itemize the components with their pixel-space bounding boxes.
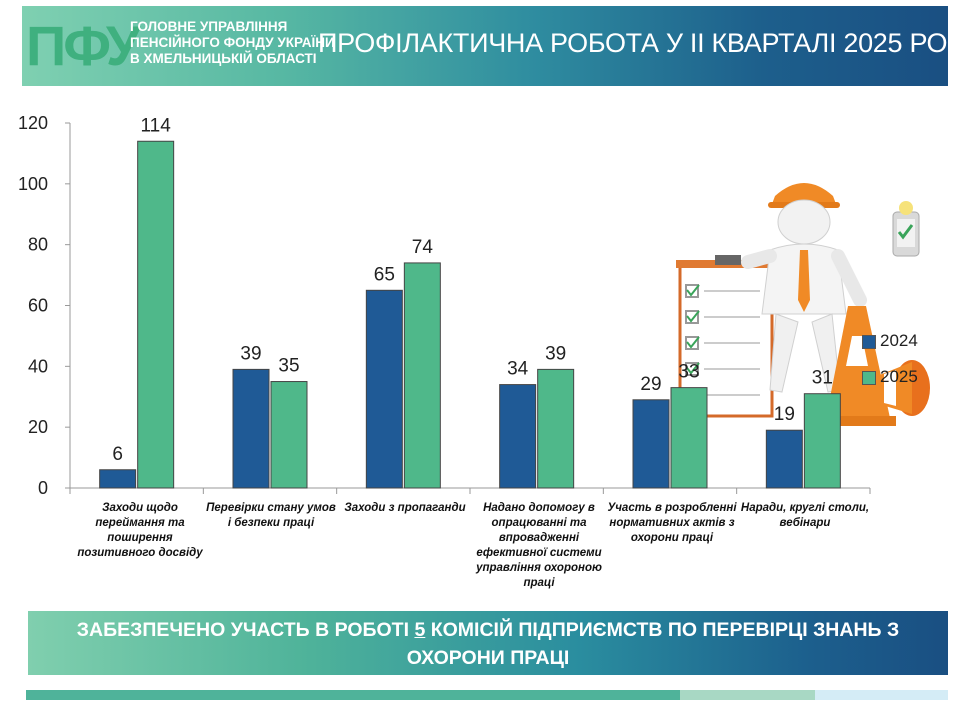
bar-2024-0 (99, 469, 137, 489)
bar-2025-1 (270, 381, 308, 489)
x-tick-label-0: Заходи щодо переймання та поширення пози… (77, 502, 203, 559)
data-label-2025-0: 114 (141, 115, 172, 136)
y-tick-label-5: 100 (18, 174, 48, 194)
data-label-2025-3: 39 (545, 343, 566, 364)
legend-swatch-2025 (862, 370, 876, 385)
x-tick-label-2: Заходи з пропаганди (344, 502, 466, 514)
y-tick-label-4: 80 (28, 235, 48, 255)
y-tick-label-1: 20 (28, 417, 48, 437)
bar-2024-2 (365, 289, 403, 489)
bar-2025-0 (137, 140, 175, 489)
pfu-logo: ПФУ (26, 14, 141, 77)
organization-name: ГОЛОВНЕ УПРАВЛІННЯ ПЕНСІЙНОГО ФОНДУ УКРА… (130, 19, 335, 67)
bar-2024-1 (232, 368, 270, 489)
x-tick-label-3: Надано допомогу в опрацюванні та впровад… (476, 502, 602, 589)
bar-2025-3 (537, 368, 575, 489)
bar-2025-4 (670, 387, 708, 489)
page-title: ПРОФІЛАКТИЧНА РОБОТА У ІІ КВАРТАЛІ 2025 … (318, 28, 960, 58)
data-label-2024-2: 65 (374, 264, 395, 285)
data-label-2024-5: 19 (774, 404, 795, 425)
bar-2025-5 (803, 393, 841, 489)
phone-icon (892, 201, 920, 257)
y-tick-label-0: 0 (38, 478, 48, 498)
legend-swatch-2024 (862, 334, 876, 349)
data-label-2024-4: 29 (640, 374, 661, 395)
x-tick-label-4: Участь в розробленні нормативних актів з… (607, 502, 737, 544)
footer-bar-light-green (680, 690, 815, 700)
banner-line-1: ЗАБЕЗПЕЧЕНО УЧАСТЬ В РОБОТІ 5 КОМІСІЙ ПІ… (28, 616, 948, 644)
banner-number: 5 (414, 619, 426, 641)
legend-item-2024: 2024 (862, 331, 918, 351)
y-tick-label-2: 40 (28, 356, 48, 376)
data-label-2024-0: 6 (112, 444, 123, 465)
banner-line-2: ОХОРОНИ ПРАЦІ (406, 647, 570, 669)
org-line-2: ПЕНСІЙНОГО ФОНДУ УКРАЇНИ (130, 35, 335, 50)
data-label-2024-1: 39 (240, 343, 261, 364)
banner-line-1-post: КОМІСІЙ ПІДПРИЄМСТВ ПО ПЕРЕВІРЦІ ЗНАНЬ З (425, 619, 900, 641)
bar-2024-4 (632, 399, 670, 489)
bar-2024-5 (765, 429, 803, 489)
worker-figure-illustration (741, 183, 867, 393)
footer-bar-light-blue (815, 690, 948, 700)
org-line-3: В ХМЕЛЬНИЦЬКІЙ ОБЛАСТІ (130, 51, 317, 66)
data-label-2024-3: 34 (507, 359, 529, 380)
data-label-2025-5: 31 (812, 368, 833, 389)
legend-label-2025: 2025 (880, 367, 918, 386)
bar-2025-2 (403, 262, 441, 489)
org-line-1: ГОЛОВНЕ УПРАВЛІННЯ (130, 19, 288, 34)
bar-2024-3 (499, 384, 537, 489)
data-label-2025-2: 74 (412, 237, 434, 258)
summary-banner: ЗАБЕЗПЕЧЕНО УЧАСТЬ В РОБОТІ 5 КОМІСІЙ ПІ… (28, 611, 948, 675)
x-tick-label-5: Наради, круглі столи, вебінари (740, 502, 870, 529)
x-tick-label-1: Перевірки стану умов і безпеки праці (206, 502, 336, 529)
banner-line-1-pre: ЗАБЕЗПЕЧЕНО УЧАСТЬ В РОБОТІ (76, 619, 415, 641)
data-label-2025-4: 33 (678, 362, 699, 383)
bar-chart: 0 20 40 60 80 100 120 6 39 65 34 29 19 114 35 74 39 33 31 (18, 113, 930, 498)
footer-bar-green (26, 690, 680, 700)
y-tick-label-6: 120 (18, 113, 48, 133)
y-tick-label-3: 60 (28, 296, 48, 316)
data-label-2025-1: 35 (278, 356, 299, 377)
header-banner: ПФУ ГОЛОВНЕ УПРАВЛІННЯ ПЕНСІЙНОГО ФОНДУ … (22, 6, 960, 86)
legend-label-2024: 2024 (880, 331, 918, 350)
legend-item-2025: 2025 (862, 367, 918, 387)
